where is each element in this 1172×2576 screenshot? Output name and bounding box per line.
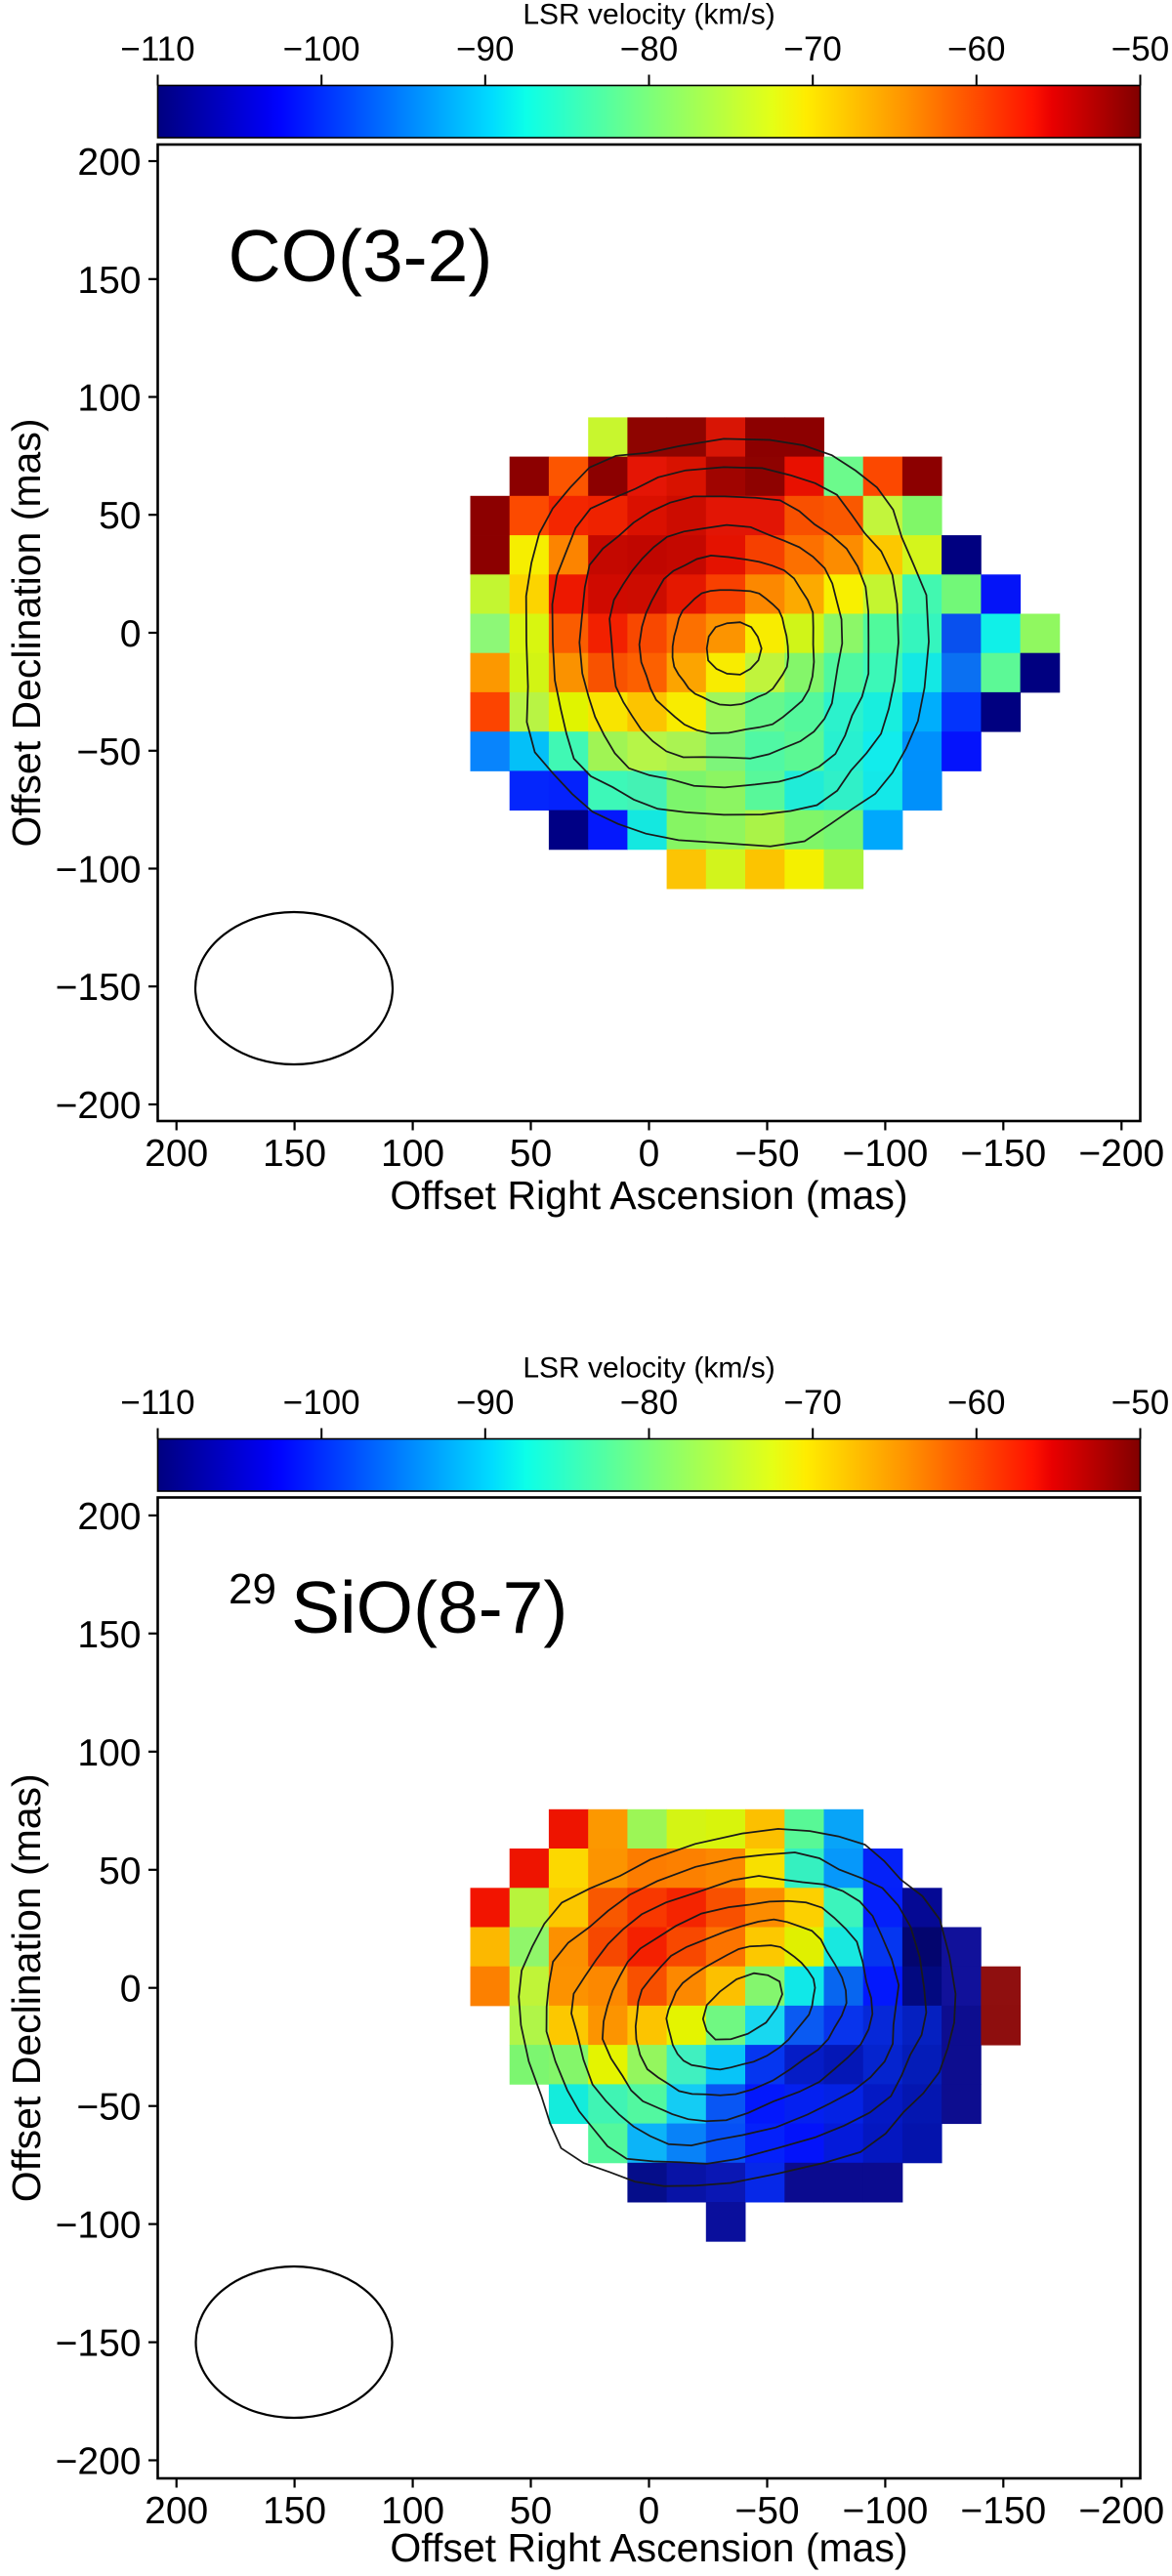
svg-text:0: 0 <box>120 1969 142 2011</box>
svg-text:−90: −90 <box>456 1384 514 1422</box>
svg-text:−150: −150 <box>960 1133 1046 1175</box>
svg-text:150: 150 <box>263 2490 326 2532</box>
svg-text:0: 0 <box>639 1133 660 1175</box>
svg-text:150: 150 <box>77 1614 141 1656</box>
svg-text:−110: −110 <box>120 1384 194 1422</box>
svg-text:−200: −200 <box>56 1085 142 1127</box>
svg-text:50: 50 <box>510 1133 552 1175</box>
svg-text:−200: −200 <box>1078 1133 1164 1175</box>
svg-text:29: 29 <box>229 1565 276 1613</box>
svg-text:Offset Declination (mas): Offset Declination (mas) <box>4 418 49 847</box>
svg-text:200: 200 <box>145 2490 208 2532</box>
svg-text:50: 50 <box>99 495 141 537</box>
svg-text:−60: −60 <box>947 30 1005 68</box>
svg-text:0: 0 <box>120 613 142 655</box>
svg-text:−50: −50 <box>734 1133 799 1175</box>
svg-text:−200: −200 <box>1078 2490 1164 2532</box>
svg-text:−50: −50 <box>76 731 141 773</box>
svg-text:Offset Right Ascension (mas): Offset Right Ascension (mas) <box>390 2525 907 2570</box>
svg-text:−80: −80 <box>620 30 678 68</box>
svg-text:100: 100 <box>77 1732 141 1774</box>
svg-text:LSR velocity (km/s): LSR velocity (km/s) <box>523 0 774 31</box>
svg-text:−50: −50 <box>1111 30 1169 68</box>
svg-text:−50: −50 <box>76 2087 141 2129</box>
svg-text:Offset Declination (mas): Offset Declination (mas) <box>4 1773 49 2202</box>
svg-text:150: 150 <box>77 260 141 302</box>
svg-text:−70: −70 <box>784 1384 842 1422</box>
svg-text:−100: −100 <box>283 1384 360 1422</box>
svg-text:Offset Right Ascension (mas): Offset Right Ascension (mas) <box>390 1173 907 1218</box>
svg-text:50: 50 <box>99 1850 141 1892</box>
svg-text:200: 200 <box>77 142 141 184</box>
svg-text:−100: −100 <box>56 2205 142 2247</box>
svg-text:−50: −50 <box>734 2490 799 2532</box>
svg-text:−100: −100 <box>842 1133 928 1175</box>
svg-text:−100: −100 <box>283 30 360 68</box>
svg-text:50: 50 <box>510 2490 552 2532</box>
svg-text:−60: −60 <box>947 1384 1005 1422</box>
svg-text:−70: −70 <box>784 30 842 68</box>
svg-text:−90: −90 <box>456 30 514 68</box>
svg-text:−150: −150 <box>56 967 142 1009</box>
svg-text:100: 100 <box>77 378 141 420</box>
svg-text:−200: −200 <box>56 2441 142 2483</box>
svg-text:CO(3-2): CO(3-2) <box>229 215 493 297</box>
svg-text:−50: −50 <box>1111 1384 1169 1422</box>
svg-text:LSR velocity (km/s): LSR velocity (km/s) <box>523 1352 774 1385</box>
svg-text:200: 200 <box>77 1496 141 1538</box>
svg-text:−150: −150 <box>56 2323 142 2365</box>
svg-text:SiO(8-7): SiO(8-7) <box>291 1566 567 1648</box>
svg-text:100: 100 <box>381 1133 444 1175</box>
svg-text:0: 0 <box>639 2490 660 2532</box>
svg-text:−80: −80 <box>620 1384 678 1422</box>
svg-text:−110: −110 <box>120 30 194 68</box>
svg-text:150: 150 <box>263 1133 326 1175</box>
svg-text:−100: −100 <box>56 850 142 892</box>
svg-text:−100: −100 <box>842 2490 928 2532</box>
svg-text:100: 100 <box>381 2490 444 2532</box>
svg-text:−150: −150 <box>960 2490 1046 2532</box>
svg-text:200: 200 <box>145 1133 208 1175</box>
